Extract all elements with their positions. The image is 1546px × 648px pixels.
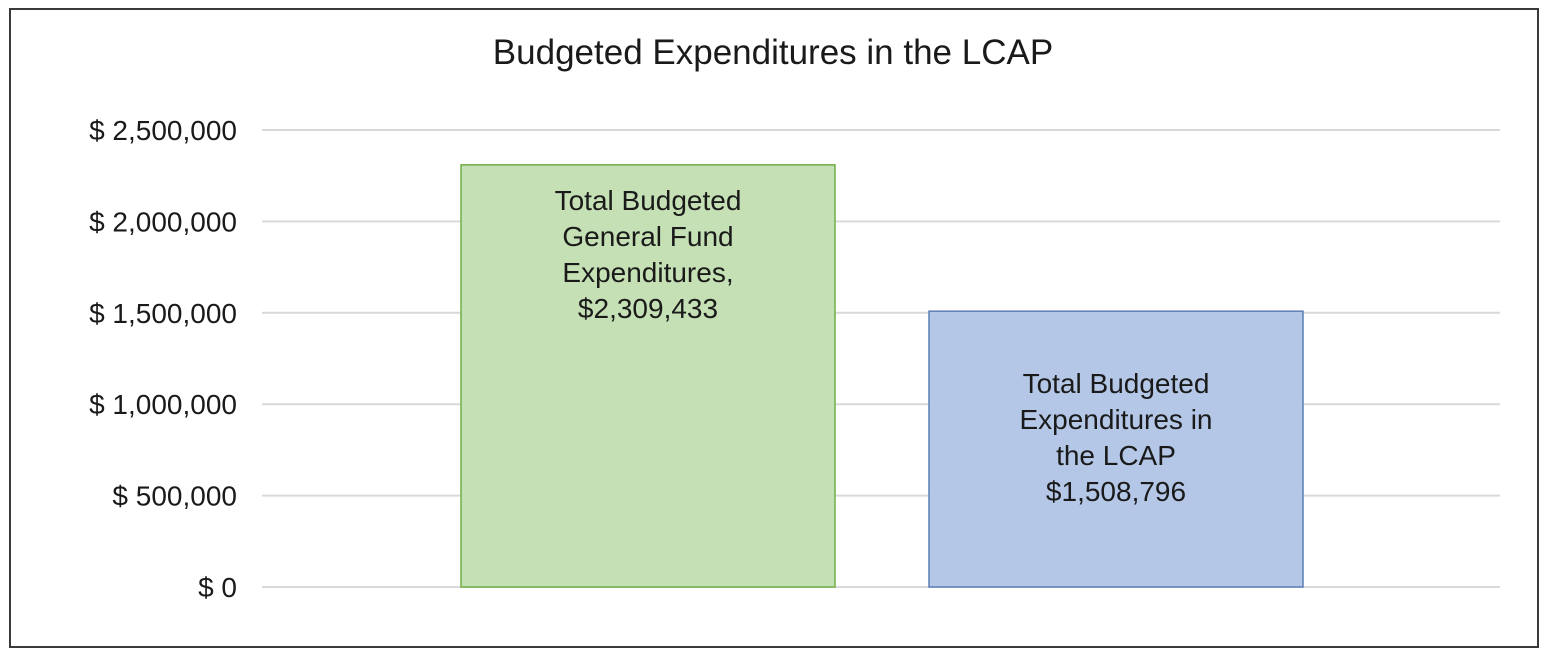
bar-chart: Budgeted Expenditures in the LCAP $ 0 $ 5… — [89, 33, 1500, 603]
bar — [928, 310, 1304, 588]
y-tick-label: $ 0 — [198, 572, 237, 603]
y-tick-label: $ 2,000,000 — [89, 206, 237, 237]
bar-data-label-line: Expenditures, — [562, 257, 733, 288]
gridlines — [262, 129, 1500, 588]
y-tick-label: $ 2,500,000 — [89, 115, 237, 146]
bar — [460, 164, 836, 588]
bars — [460, 164, 1304, 588]
chart-title: Budgeted Expenditures in the LCAP — [493, 33, 1053, 72]
y-tick-label: $ 1,500,000 — [89, 298, 237, 329]
bar-data-label: Total Budgeted Expenditures in the LCAP $1,… — [1019, 368, 1212, 507]
bar-data-label-line: Total Budgeted — [1023, 368, 1210, 399]
bar-data-label: Total Budgeted General Fund Expenditures, $… — [555, 185, 742, 324]
bar-data-label-line: $2,309,433 — [578, 293, 718, 324]
bar-data-labels: Total Budgeted General Fund Expenditures, $… — [555, 185, 1213, 507]
bar-data-label-line: the LCAP — [1056, 440, 1176, 471]
bar-data-label-line: General Fund — [562, 221, 733, 252]
y-axis-tick-labels: $ 0 $ 500,000 $ 1,000,000 $ 1,500,000 $ 2,00… — [89, 115, 237, 603]
y-tick-label: $ 1,000,000 — [89, 389, 237, 420]
y-tick-label: $ 500,000 — [112, 481, 237, 512]
bar-data-label-line: Total Budgeted — [555, 185, 742, 216]
bar-data-label-line: $1,508,796 — [1046, 476, 1186, 507]
bar-data-label-line: Expenditures in — [1019, 404, 1212, 435]
